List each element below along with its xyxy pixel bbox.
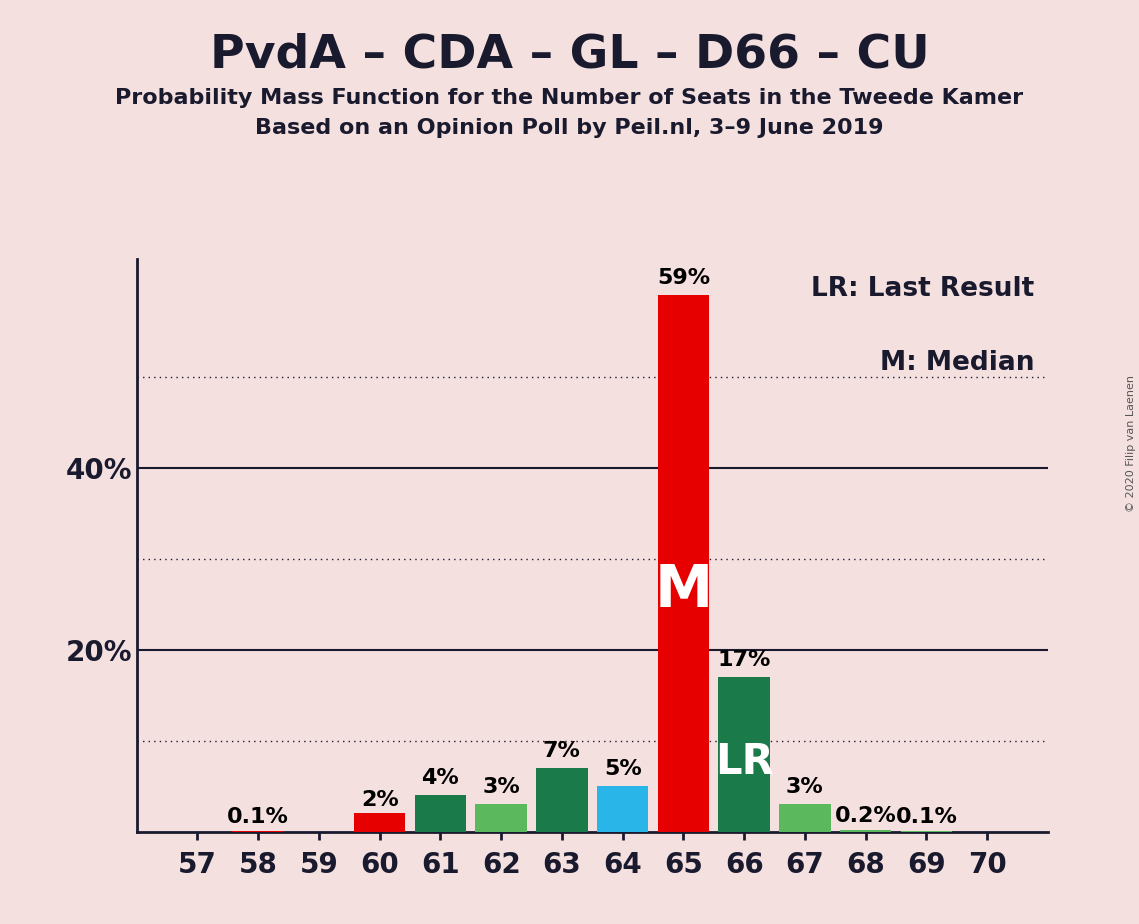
Text: 5%: 5% xyxy=(604,759,641,779)
Text: 0.2%: 0.2% xyxy=(835,806,896,826)
Bar xyxy=(839,830,892,832)
Text: Probability Mass Function for the Number of Seats in the Tweede Kamer: Probability Mass Function for the Number… xyxy=(115,88,1024,108)
Text: LR: LR xyxy=(715,741,773,783)
Text: LR: Last Result: LR: Last Result xyxy=(811,276,1034,302)
Text: 17%: 17% xyxy=(718,650,771,670)
Text: 3%: 3% xyxy=(786,777,823,797)
Text: 3%: 3% xyxy=(482,777,521,797)
Bar xyxy=(415,796,466,832)
Text: 2%: 2% xyxy=(361,790,399,809)
Text: © 2020 Filip van Laenen: © 2020 Filip van Laenen xyxy=(1126,375,1136,512)
Bar xyxy=(475,804,527,832)
Text: 0.1%: 0.1% xyxy=(895,807,957,827)
Text: 7%: 7% xyxy=(543,741,581,760)
Bar xyxy=(597,786,648,832)
Text: 59%: 59% xyxy=(657,268,710,287)
Text: Based on an Opinion Poll by Peil.nl, 3–9 June 2019: Based on an Opinion Poll by Peil.nl, 3–9… xyxy=(255,118,884,139)
Text: 0.1%: 0.1% xyxy=(228,807,289,827)
Bar xyxy=(779,804,830,832)
Text: M: Median: M: Median xyxy=(879,350,1034,376)
Text: M: M xyxy=(654,562,713,619)
Bar xyxy=(719,677,770,832)
Text: PvdA – CDA – GL – D66 – CU: PvdA – CDA – GL – D66 – CU xyxy=(210,32,929,78)
Bar xyxy=(354,813,405,832)
Bar xyxy=(536,768,588,832)
Bar xyxy=(657,295,710,832)
Text: 4%: 4% xyxy=(421,768,459,788)
